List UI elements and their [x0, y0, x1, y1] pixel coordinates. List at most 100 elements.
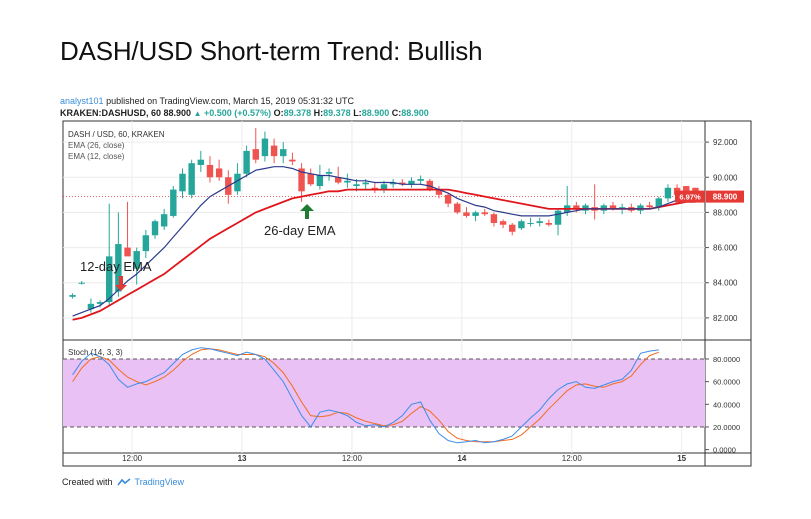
candle — [197, 159, 205, 165]
stoch-tick-label: 20.0000 — [713, 423, 740, 432]
chart-legend-ema12: EMA (12, close) — [68, 152, 125, 161]
time-tick-label: 13 — [238, 454, 247, 463]
chart-legend-symbol: DASH / USD, 60, KRAKEN — [68, 130, 165, 139]
candle — [463, 212, 470, 216]
green-arrow-icon — [300, 204, 314, 219]
candle — [188, 163, 195, 195]
candle — [307, 173, 314, 185]
ema12-line — [72, 166, 696, 317]
price-tick-label: 92.000 — [713, 138, 738, 147]
open-label: O: — [273, 108, 284, 118]
candle — [353, 184, 360, 187]
candle — [435, 189, 443, 195]
candle — [518, 221, 525, 229]
candle — [142, 235, 150, 252]
stoch-tick-label: 60.0000 — [713, 378, 740, 387]
low-value: 88.900 — [361, 108, 390, 118]
candle — [490, 214, 498, 223]
stoch-tick-label: 0.0000 — [713, 446, 736, 455]
time-tick-label: 12:00 — [342, 454, 363, 463]
candle — [344, 180, 351, 183]
candle — [179, 173, 186, 192]
candle — [252, 149, 259, 160]
stoch-band — [63, 358, 705, 427]
candle — [87, 303, 95, 310]
candle — [655, 198, 662, 208]
up-arrow-icon: ▲ — [193, 109, 202, 118]
candle — [215, 168, 223, 178]
price-tick-label: 90.000 — [713, 173, 738, 182]
candle — [664, 187, 672, 199]
price-tick-label: 84.000 — [713, 279, 738, 288]
chart-frame — [62, 120, 752, 467]
close-value-2: 88.900 — [401, 108, 429, 118]
candle — [499, 221, 507, 225]
tradingview-logo-icon — [116, 478, 131, 486]
candle — [334, 177, 342, 183]
candle — [316, 175, 324, 187]
candle — [371, 187, 379, 190]
candle — [454, 203, 461, 213]
chart-legend-ema26: EMA (26, close) — [68, 141, 125, 150]
candle — [573, 205, 580, 209]
candle — [444, 194, 452, 204]
candle — [481, 212, 488, 215]
close-label: C: — [391, 108, 402, 118]
tradingview-link[interactable]: TradingView — [134, 477, 185, 487]
author-link[interactable]: analyst101 — [60, 96, 104, 106]
publish-text: published on TradingView.com, March 15, … — [106, 96, 355, 106]
candle — [234, 173, 241, 192]
candle — [289, 159, 296, 162]
candle — [362, 182, 369, 185]
candle — [280, 149, 287, 157]
page-title: DASH/USD Short-term Trend: Bullish — [60, 36, 483, 66]
candle — [417, 179, 424, 181]
candle — [78, 282, 85, 284]
pct-badge — [675, 190, 705, 203]
ohlc-info: KRAKEN:DASHUSD, 60 88.900 ▲ +0.500 (+0.5… — [60, 108, 429, 118]
candle — [426, 180, 434, 190]
candle — [69, 295, 76, 297]
candle — [133, 251, 140, 269]
candle — [380, 184, 388, 190]
high-label: H: — [313, 108, 324, 118]
price-tick-label: 86.000 — [713, 244, 738, 253]
red-arrow-icon — [115, 276, 127, 291]
close-value: 88.900 — [163, 108, 192, 118]
candle — [389, 182, 397, 185]
change-value: +0.500 (+0.57%) — [204, 108, 272, 118]
stoch-k-line — [72, 347, 659, 444]
candle — [683, 186, 690, 194]
stoch-legend: Stoch (14, 3, 3) — [68, 348, 123, 357]
time-tick-label: 12:00 — [562, 454, 583, 463]
candle — [554, 210, 562, 225]
created-with-text: Created with — [62, 477, 113, 487]
candle — [243, 150, 250, 174]
candle — [151, 221, 159, 236]
time-tick-label: 12:00 — [122, 454, 143, 463]
last-price-label: 88.900 — [713, 193, 738, 202]
last-price-badge — [706, 190, 744, 203]
candle — [270, 145, 278, 157]
candle — [646, 205, 653, 208]
candle — [527, 222, 534, 224]
annotation-12-day-ema: 12-day EMA — [80, 259, 152, 274]
candle — [545, 222, 553, 225]
annotation-26-day-ema: 26-day EMA — [264, 223, 336, 238]
candle — [472, 212, 479, 216]
publish-info: analyst101 published on TradingView.com,… — [60, 96, 354, 106]
time-tick-label: 15 — [677, 454, 686, 463]
candle — [170, 189, 177, 216]
candle — [609, 205, 617, 209]
symbol-label: KRAKEN:DASHUSD, 60 — [60, 108, 162, 118]
price-tick-label: 88.000 — [713, 208, 738, 217]
candle — [160, 214, 168, 227]
candle — [298, 168, 305, 192]
pct-badge-label: 6.97% — [679, 193, 701, 202]
price-tick-label: 82.000 — [713, 314, 738, 323]
time-tick-label: 14 — [457, 454, 466, 463]
candle — [106, 256, 113, 303]
footer: Created with TradingView — [62, 477, 184, 487]
stoch-tick-label: 80.0000 — [713, 355, 740, 364]
